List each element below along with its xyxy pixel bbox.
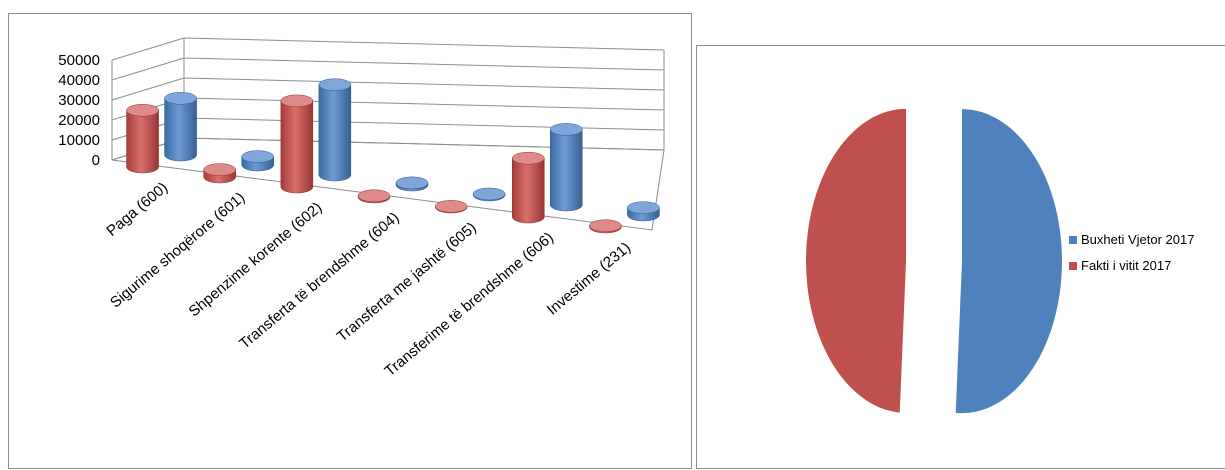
pie-slice-buxheti	[955, 109, 1062, 414]
x-category-label: Investime (231)	[544, 239, 634, 318]
bar-chart-panel: 50000 40000 30000 20000 10000 0 Paga (600) Sig…	[8, 13, 692, 469]
legend-swatch	[1069, 262, 1077, 270]
chart-floor	[111, 137, 665, 231]
bar-fakti-1	[203, 163, 236, 184]
gridline-back	[183, 57, 665, 71]
pie-chart: Buxheti Vjetor 2017 Fakti i vitit 2017	[806, 108, 1194, 414]
y-tick-label: 50000	[58, 52, 100, 69]
gridline-back	[183, 97, 665, 111]
bar-fakti-2	[280, 94, 314, 194]
y-tick-label: 0	[92, 152, 100, 169]
gridline-side	[111, 77, 185, 101]
bar-fakti-4	[434, 200, 468, 214]
bar-fakti-0	[126, 104, 159, 174]
bar-buxheti-5	[550, 123, 583, 212]
x-category-label: Transferime të brendshme (606)	[382, 229, 557, 380]
bar-buxheti-2	[318, 78, 352, 182]
gridline-side	[111, 37, 185, 61]
legend-label: Fakti i vitit 2017	[1081, 258, 1171, 273]
bar-buxheti-4	[472, 187, 506, 202]
bar-fakti-6	[589, 219, 622, 234]
x-category-label: Transferta të brendshme (604)	[236, 209, 402, 352]
bar-buxheti-3	[395, 176, 429, 192]
gridline-back	[183, 117, 665, 131]
pie-chart-panel: Buxheti Vjetor 2017 Fakti i vitit 2017	[696, 45, 1225, 469]
bar-fakti-3	[357, 189, 391, 204]
pie-slice-fakti	[806, 108, 907, 413]
y-tick-label: 10000	[58, 132, 100, 149]
bar-fakti-5	[512, 151, 545, 224]
y-tick-label: 20000	[58, 112, 100, 129]
y-tick-label: 30000	[58, 92, 100, 109]
bar-buxheti-1	[241, 150, 274, 172]
x-category-label: Paga (600)	[103, 179, 171, 240]
bar-buxheti-0	[164, 92, 197, 162]
legend-swatch	[1069, 236, 1077, 244]
gridline-back	[183, 37, 665, 51]
legend-label: Buxheti Vjetor 2017	[1081, 232, 1194, 247]
bar-buxheti-6	[627, 201, 660, 222]
gridline-side	[111, 57, 185, 81]
y-tick-label: 40000	[58, 72, 100, 89]
gridline-back	[183, 77, 665, 91]
